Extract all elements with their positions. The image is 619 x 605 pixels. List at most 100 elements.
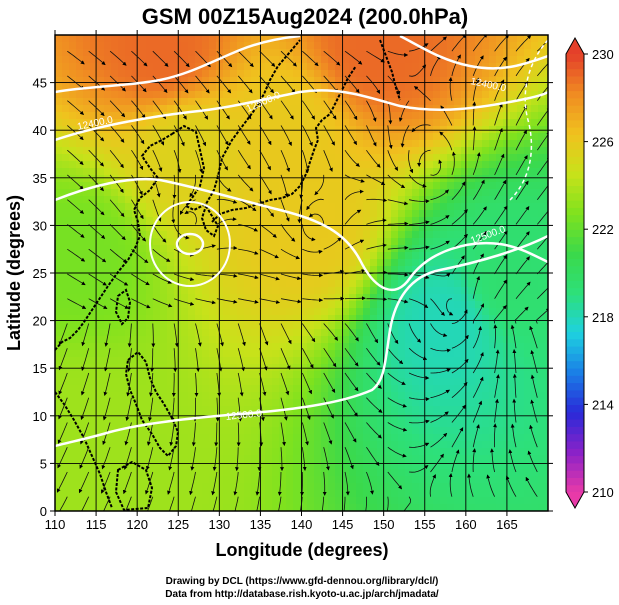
streamline [152, 248, 171, 262]
streamline [238, 199, 257, 212]
streamline [387, 471, 403, 490]
streamline [472, 376, 484, 398]
streamline [233, 471, 239, 496]
streamline [88, 199, 105, 216]
y-tick-label: 15 [33, 361, 47, 376]
contour-high-ring [149, 201, 231, 287]
colorbar-step [566, 389, 584, 398]
streamline [190, 496, 196, 511]
streamline [387, 174, 406, 189]
y-tick-label: 30 [33, 218, 47, 233]
streamline [451, 404, 466, 423]
streamline [109, 125, 125, 143]
streamline [344, 100, 358, 121]
streamline [237, 125, 251, 145]
streamline [451, 35, 467, 52]
streamline [417, 149, 431, 167]
streamline [191, 422, 196, 447]
streamline [259, 75, 275, 94]
streamline [236, 422, 241, 447]
streamline [530, 374, 538, 398]
streamline [451, 255, 465, 275]
streamline [109, 248, 128, 263]
streamline [323, 75, 339, 93]
colorbar-step [566, 105, 584, 113]
streamline [343, 496, 346, 511]
y-axis-ticks: 0 5 10 15 20 25 30 35 40 45 [33, 76, 553, 519]
streamline [152, 75, 168, 94]
streamline [493, 305, 507, 324]
streamline [184, 210, 197, 225]
streamline [451, 309, 468, 324]
streamline [173, 273, 195, 282]
streamline [67, 199, 85, 214]
x-tick-label: 165 [496, 517, 518, 532]
streamline [366, 471, 374, 495]
streamline [104, 348, 111, 372]
streamline [344, 397, 358, 417]
streamline [411, 124, 431, 133]
streamline [238, 298, 259, 304]
streamline [472, 351, 484, 374]
streamline [494, 374, 500, 398]
streamline [323, 372, 336, 393]
streamline [58, 323, 68, 346]
colorbar-step [566, 302, 584, 311]
streamline [323, 323, 339, 341]
streamline [451, 449, 460, 473]
streamline [216, 372, 222, 397]
streamline [451, 151, 456, 176]
streamline [146, 422, 154, 446]
streamline [472, 275, 480, 299]
y-tick-label: 10 [33, 409, 47, 424]
streamline [451, 427, 464, 448]
colorbar-step [566, 112, 584, 121]
streamline [451, 334, 469, 349]
streamline [103, 496, 111, 511]
streamline [131, 199, 144, 220]
streamline [125, 496, 132, 511]
streamline [535, 307, 548, 324]
streamline [494, 103, 503, 126]
streamline [259, 323, 269, 346]
colorbar-step [566, 411, 584, 420]
streamline [301, 397, 311, 421]
colorbar-step [566, 68, 584, 77]
streamline [280, 248, 301, 260]
colorbar-step [566, 484, 584, 493]
streamline [344, 50, 363, 65]
colorbar-min-arrow [566, 492, 584, 508]
streamline [472, 448, 477, 473]
streamline [173, 125, 185, 147]
streamline [472, 326, 483, 349]
streamline [259, 248, 279, 259]
streamline [280, 100, 294, 120]
streamline [430, 411, 449, 423]
streamline [152, 150, 163, 172]
streamline [195, 125, 206, 147]
streamline [505, 475, 517, 497]
streamline [212, 447, 218, 471]
streamline [238, 224, 258, 232]
streamline [510, 423, 517, 448]
streamline [527, 450, 538, 473]
streamline [280, 50, 297, 67]
streamline [430, 55, 441, 76]
streamline [80, 372, 90, 396]
x-tick-label: 110 [45, 517, 66, 532]
streamline [366, 174, 386, 186]
streamline [88, 100, 105, 117]
streamline [323, 150, 333, 172]
streamline [259, 125, 272, 146]
streamline [536, 156, 548, 176]
colorbar-step [566, 346, 584, 354]
streamline [344, 209, 362, 225]
streamline [323, 125, 335, 146]
streamline [189, 471, 196, 496]
streamline [173, 75, 189, 94]
streamline [195, 273, 217, 279]
contour-dashed-east [509, 39, 548, 201]
streamline [173, 150, 182, 174]
streamline [430, 189, 449, 201]
streamline [344, 75, 360, 94]
